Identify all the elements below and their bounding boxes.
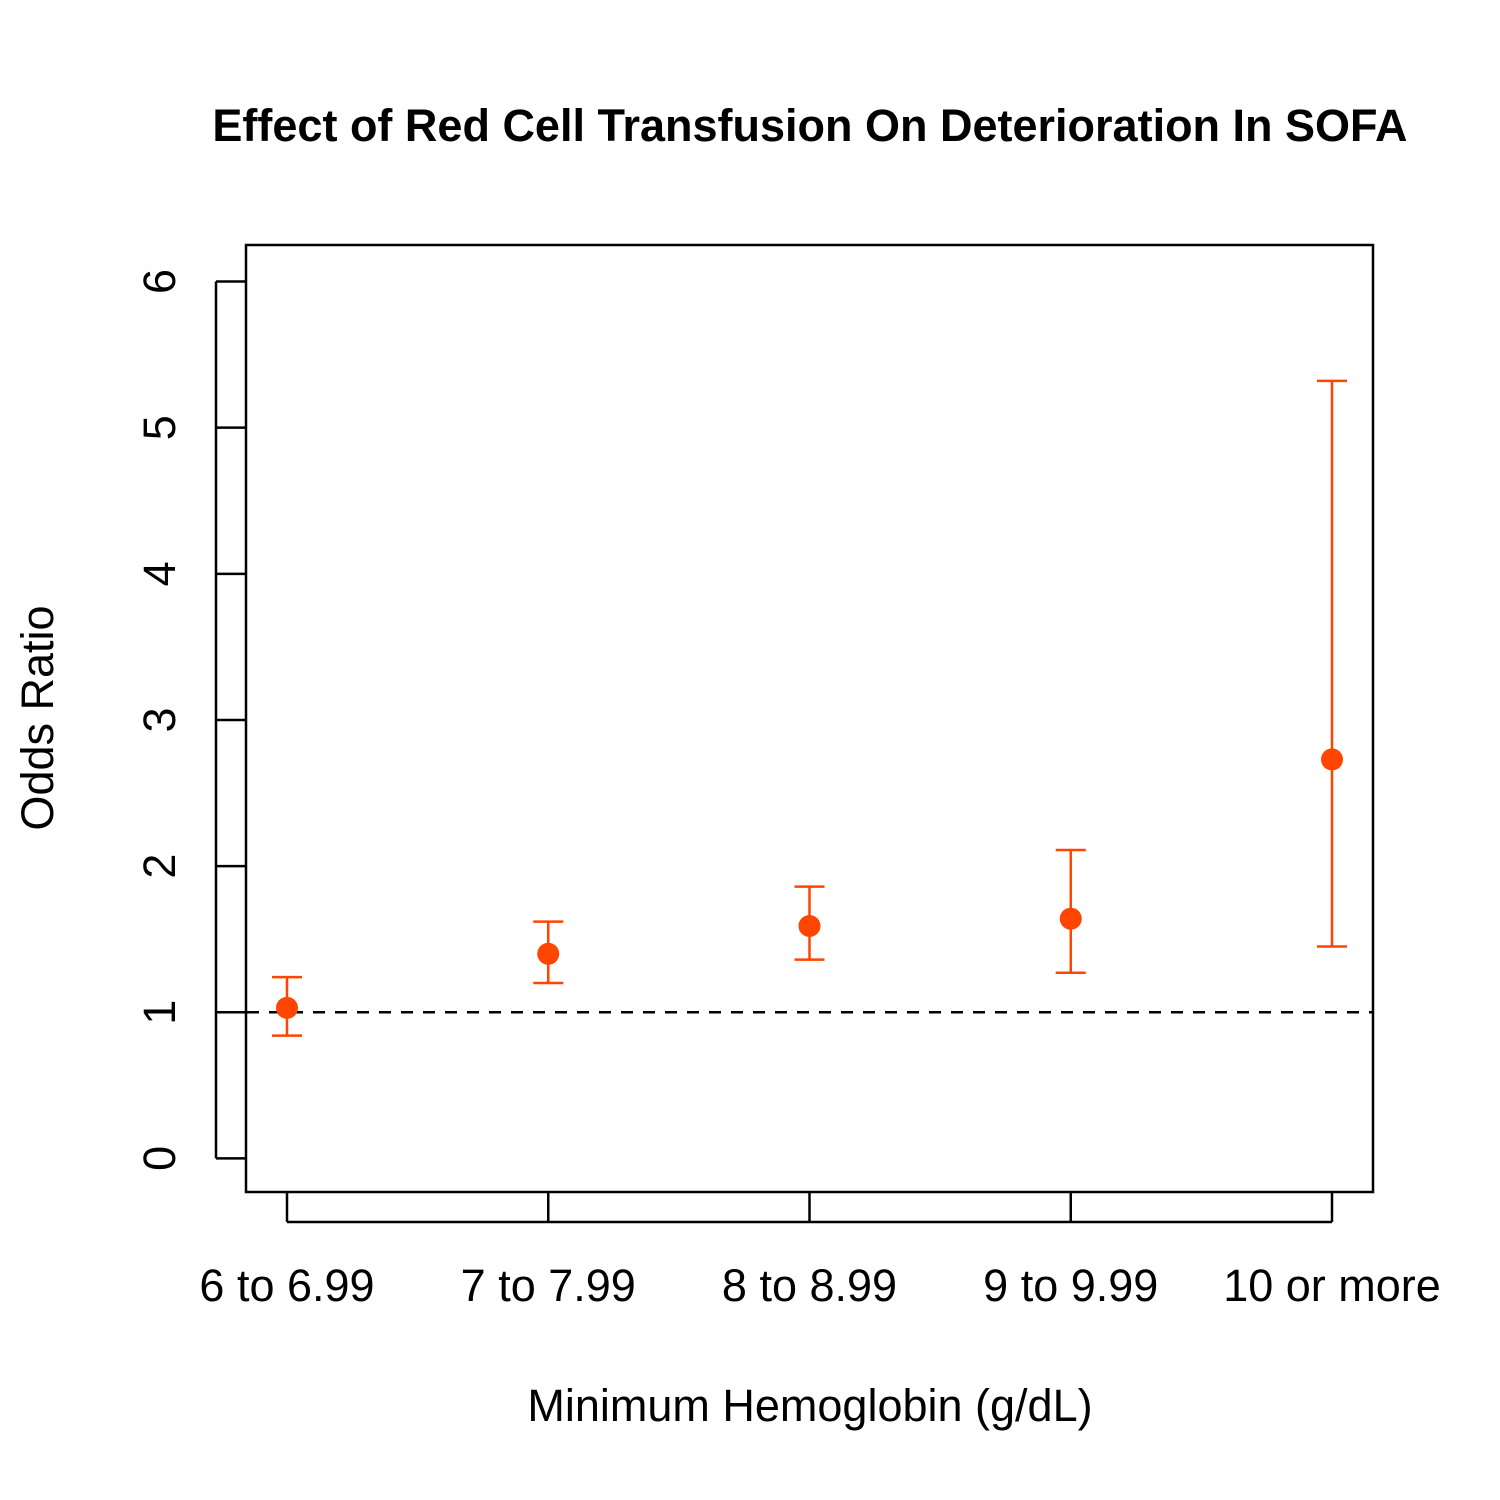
x-tick-label: 9 to 9.99 <box>983 1260 1158 1311</box>
x-tick-label: 7 to 7.99 <box>461 1260 636 1311</box>
data-point <box>798 915 821 938</box>
y-tick-label: 1 <box>134 1000 185 1025</box>
y-tick-label: 3 <box>134 707 185 732</box>
x-tick-label: 10 or more <box>1223 1260 1441 1311</box>
data-marks <box>272 379 1347 1037</box>
data-point <box>276 996 298 1019</box>
plot-frame <box>244 243 1375 1194</box>
y-tick-label: 6 <box>134 269 185 294</box>
x-axis: 6 to 6.99 7 to 7.99 8 to 8.99 9 to 9.99 10 o… <box>199 1192 1441 1311</box>
x-tick-label: 8 to 8.99 <box>722 1260 897 1311</box>
x-axis-label: Minimum Hemoglobin (g/dL) <box>527 1380 1092 1431</box>
y-tick-label: 0 <box>134 1146 185 1171</box>
x-tick-label: 6 to 6.99 <box>199 1260 374 1311</box>
data-point <box>1321 748 1343 771</box>
data-point <box>1059 907 1082 930</box>
chart-title: Effect of Red Cell Transfusion On Deteri… <box>212 100 1407 151</box>
y-axis-label: Odds Ratio <box>12 605 63 830</box>
data-point <box>537 942 560 965</box>
y-tick-label: 5 <box>134 415 185 440</box>
y-tick-label: 4 <box>134 561 185 586</box>
y-tick-label: 2 <box>134 854 185 879</box>
y-axis: 0 1 2 3 4 5 6 <box>134 269 246 1171</box>
